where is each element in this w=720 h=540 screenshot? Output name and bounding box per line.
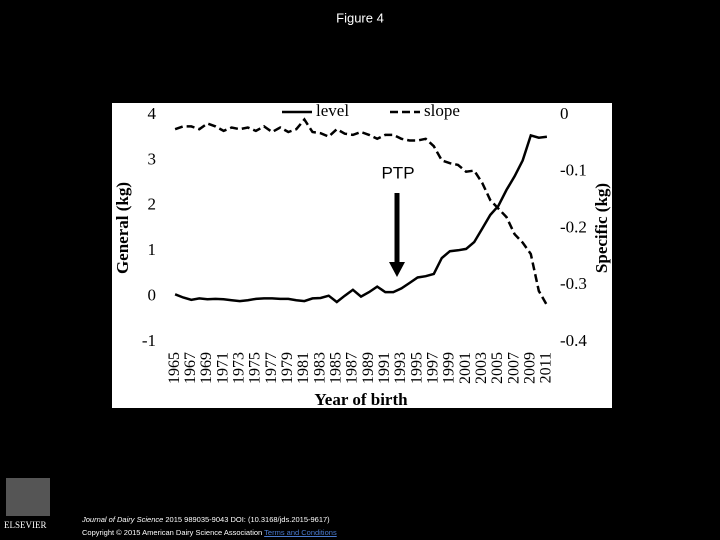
y2-tick-label: -0.1: [560, 161, 587, 180]
x-tick-label: 1975: [247, 352, 264, 384]
arrow-head: [389, 262, 405, 277]
y-tick-label: 4: [148, 104, 157, 123]
copyright-line: Copyright © 2015 American Dairy Science …: [82, 528, 337, 537]
x-tick-label: 2001: [457, 352, 474, 384]
x-tick-label: 1993: [392, 352, 409, 384]
y2-tick-label: 0: [560, 104, 569, 123]
x-tick-label: 1977: [263, 352, 280, 384]
citation-text: 2015 989035-9043 DOI: (10.3168/jds.2015-…: [165, 515, 330, 524]
x-tick-label: 1981: [295, 352, 312, 384]
legend-label: level: [316, 101, 349, 120]
y-tick-label: 2: [148, 195, 157, 214]
x-tick-label: 2005: [489, 352, 506, 384]
series-line: [174, 117, 548, 306]
chart-background: [112, 103, 612, 408]
y2-tick-label: -0.3: [560, 274, 587, 293]
x-tick-label: 1967: [182, 352, 199, 384]
y-tick-label: 3: [148, 149, 157, 168]
x-tick-label: 1997: [424, 352, 441, 384]
x-tick-label: 1979: [279, 352, 296, 384]
x-tick-label: 1969: [198, 352, 215, 384]
x-tick-label: 2003: [473, 352, 490, 384]
y-axis-label: General (kg): [113, 182, 132, 274]
x-tick-label: 1965: [166, 352, 183, 384]
logo-text: ELSEVIER: [4, 520, 47, 530]
journal: Journal of Dairy Science: [82, 515, 164, 524]
y2-tick-label: -0.2: [560, 217, 587, 236]
x-tick-label: 2007: [505, 352, 522, 384]
series-line: [174, 133, 548, 304]
legend-label: slope: [424, 101, 460, 120]
slide-title: Figure 4: [336, 10, 384, 25]
x-tick-label: 1973: [230, 352, 247, 384]
y-tick-label: 1: [148, 240, 157, 259]
x-tick-label: 2011: [538, 352, 555, 383]
y-tick-label: 0: [148, 286, 157, 305]
x-tick-label: 1991: [376, 352, 393, 384]
x-tick-label: 1983: [311, 352, 328, 384]
x-tick-label: 1985: [327, 352, 344, 384]
terms-link[interactable]: Terms and Conditions: [264, 528, 337, 537]
x-tick-label: 1999: [441, 352, 458, 384]
x-axis-label: Year of birth: [314, 390, 408, 409]
annotation: PTP: [381, 163, 414, 182]
x-tick-label: 1987: [344, 352, 361, 384]
x-tick-label: 1971: [214, 352, 231, 384]
copyright: Copyright © 2015 American Dairy Science …: [82, 528, 263, 537]
logo-image: [6, 478, 50, 516]
citation: Journal of Dairy Science 2015 989035-904…: [82, 515, 330, 524]
y-tick-label: -1: [142, 331, 156, 350]
y2-tick-label: -0.4: [560, 331, 587, 350]
y2-axis-label: Specific (kg): [592, 183, 611, 273]
x-tick-label: 2009: [521, 352, 538, 384]
x-tick-label: 1989: [360, 352, 377, 384]
x-tick-label: 1995: [408, 352, 425, 384]
